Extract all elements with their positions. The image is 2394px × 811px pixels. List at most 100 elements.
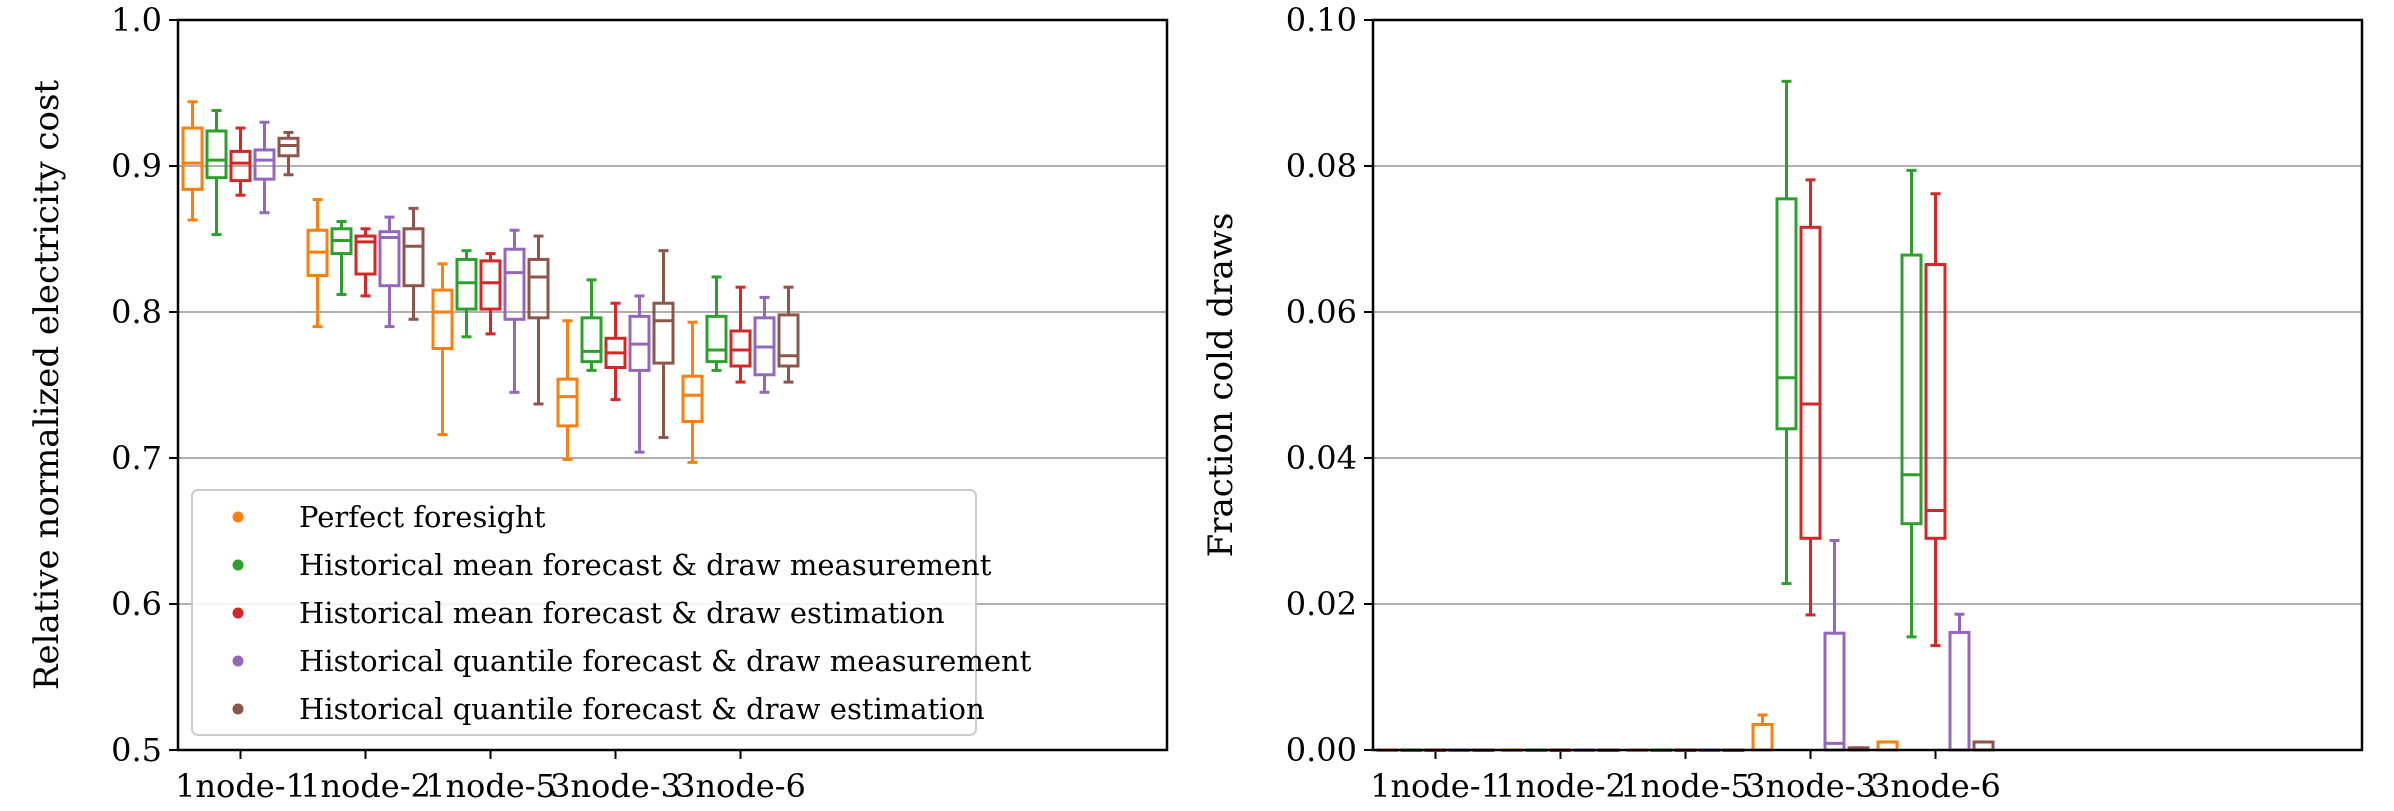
y-tick-label: 0.04 bbox=[1286, 439, 1357, 477]
box-3node-3 bbox=[1823, 538, 1846, 752]
x-tick-label: 3node-3 bbox=[550, 767, 681, 805]
box-iqr bbox=[1900, 253, 1923, 526]
cold-draws-chart: 0.00 0.02 0.04 0.06 0.08 0.10 1node-11node-21n… bbox=[1201, 1, 2364, 805]
box-iqr bbox=[1751, 722, 1774, 752]
legend-entry: Historical quantile forecast & draw esti… bbox=[299, 692, 985, 726]
legend-marker bbox=[232, 607, 244, 619]
y-tick-label: 0.10 bbox=[1286, 1, 1357, 39]
y-tick-label: 0.8 bbox=[111, 293, 162, 331]
series-0 bbox=[181, 100, 704, 464]
legend: Perfect foresight Historical mean forecas… bbox=[191, 489, 1032, 736]
box-1node-2 bbox=[330, 219, 353, 296]
series-0 bbox=[1376, 713, 1899, 752]
box-iqr bbox=[556, 377, 579, 428]
box-3node-3 bbox=[628, 294, 651, 454]
box-1node-5 bbox=[503, 228, 526, 394]
box-iqr bbox=[354, 234, 377, 276]
box-3node-6 bbox=[1900, 168, 1923, 639]
x-tick-label: 1node-5 bbox=[425, 767, 556, 805]
box-iqr bbox=[527, 257, 550, 320]
box-3node-6 bbox=[729, 285, 752, 384]
box-1node-5 bbox=[431, 262, 454, 437]
box-3node-3 bbox=[604, 301, 627, 402]
box-iqr bbox=[1775, 197, 1798, 431]
y-axis-label: Relative normalized electricity cost bbox=[27, 80, 67, 691]
box-iqr bbox=[402, 227, 425, 288]
x-tick-label: 3node-6 bbox=[1870, 767, 2001, 805]
box-1node-1 bbox=[181, 100, 204, 222]
box-3node-6 bbox=[1948, 612, 1971, 752]
x-tick-label: 3node-6 bbox=[675, 767, 806, 805]
box-iqr bbox=[431, 288, 454, 351]
y-tick-label: 0.6 bbox=[111, 585, 162, 623]
box-iqr bbox=[705, 314, 728, 364]
box-iqr bbox=[1823, 631, 1846, 752]
x-tick-label: 1node-2 bbox=[1495, 767, 1626, 805]
box-1node-5 bbox=[527, 234, 550, 406]
box-iqr bbox=[777, 313, 800, 368]
box-3node-3 bbox=[652, 249, 675, 440]
box-iqr bbox=[378, 230, 401, 288]
legend-entry: Historical quantile forecast & draw meas… bbox=[299, 644, 1032, 678]
box-3node-6 bbox=[705, 275, 728, 372]
y-tick-label: 0.02 bbox=[1286, 585, 1357, 623]
plot-frame bbox=[1371, 18, 2364, 752]
legend-marker bbox=[232, 655, 244, 667]
series-2 bbox=[229, 126, 752, 402]
box-1node-5 bbox=[455, 249, 478, 339]
series-1 bbox=[205, 109, 728, 372]
box-1node-1 bbox=[229, 126, 252, 197]
series-3 bbox=[1448, 538, 1971, 752]
box-3node-3 bbox=[1751, 713, 1774, 752]
box-1node-2 bbox=[402, 206, 425, 321]
series-3 bbox=[253, 120, 776, 454]
box-iqr bbox=[181, 126, 204, 191]
box-1node-1 bbox=[277, 130, 300, 177]
box-1node-1 bbox=[253, 120, 276, 215]
box-3node-3 bbox=[580, 278, 603, 372]
box-1node-1 bbox=[205, 109, 228, 237]
box-iqr bbox=[205, 129, 228, 180]
box-iqr bbox=[253, 148, 276, 181]
box-1node-2 bbox=[378, 215, 401, 329]
box-3node-6 bbox=[681, 320, 704, 464]
legend-marker bbox=[232, 559, 244, 571]
box-iqr bbox=[681, 374, 704, 423]
x-tick-label: 3node-3 bbox=[1745, 767, 1876, 805]
x-tick-label: 1node-2 bbox=[300, 767, 431, 805]
box-3node-3 bbox=[556, 319, 579, 461]
box-1node-2 bbox=[354, 227, 377, 298]
y-tick-label: 0.7 bbox=[111, 439, 162, 477]
y-tick-label: 0.06 bbox=[1286, 293, 1357, 331]
plot-frame bbox=[176, 18, 1169, 752]
series-2 bbox=[1424, 178, 1947, 752]
box-iqr bbox=[503, 247, 526, 321]
series-4 bbox=[277, 130, 800, 440]
box-3node-3 bbox=[1775, 79, 1798, 586]
y-tick-label: 1.0 bbox=[111, 1, 162, 39]
legend-entry: Historical mean forecast & draw estimati… bbox=[299, 596, 945, 630]
legend-marker bbox=[232, 511, 244, 523]
box-iqr bbox=[1924, 263, 1947, 540]
x-tick-label: 1node-1 bbox=[1370, 767, 1501, 805]
legend-marker bbox=[232, 703, 244, 715]
cost-chart: 0.50.60.70.80.91.01node-11node-21node-53… bbox=[27, 1, 1169, 805]
box-3node-6 bbox=[777, 285, 800, 384]
box-iqr bbox=[652, 301, 675, 365]
box-iqr bbox=[1948, 630, 1971, 752]
y-axis-label: Fraction cold draws bbox=[1201, 213, 1241, 558]
legend-frame bbox=[191, 489, 977, 736]
legend-entry: Perfect foresight bbox=[299, 500, 546, 534]
box-iqr bbox=[229, 149, 252, 183]
box-3node-6 bbox=[1924, 192, 1947, 648]
box-iqr bbox=[479, 259, 502, 311]
x-tick-label: 1node-5 bbox=[1620, 767, 1751, 805]
x-tick-label: 1node-1 bbox=[175, 767, 306, 805]
box-3node-6 bbox=[753, 295, 776, 394]
box-iqr bbox=[1799, 225, 1822, 540]
y-tick-label: 0.9 bbox=[111, 147, 162, 185]
y-tick-label: 0.00 bbox=[1286, 731, 1357, 769]
legend-entry: Historical mean forecast & draw measurem… bbox=[299, 548, 992, 582]
y-tick-label: 0.5 bbox=[111, 731, 162, 769]
